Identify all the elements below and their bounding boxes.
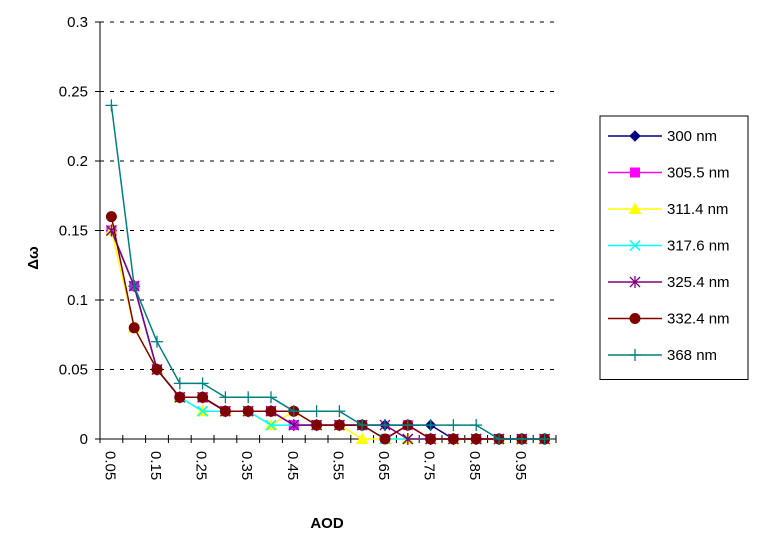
data-point — [447, 419, 460, 432]
legend-box — [599, 115, 749, 380]
x-tick-label: 0.45 — [284, 451, 301, 480]
x-tick-label: 0.05 — [101, 451, 118, 480]
x-tick-label: 0.65 — [375, 451, 392, 480]
series-line — [110, 230, 545, 440]
axes — [95, 21, 557, 443]
series-line — [110, 230, 545, 440]
y-tick-label: 0.2 — [67, 153, 88, 170]
data-point — [196, 377, 209, 390]
series-332-4-nm — [105, 211, 551, 445]
data-point — [424, 419, 437, 432]
series-368-nm — [105, 99, 551, 445]
data-point — [242, 391, 255, 404]
x-tick-label: 0.35 — [238, 451, 255, 480]
legend-label: 311.4 nm — [667, 201, 728, 218]
legend-label: 368 nm — [667, 347, 717, 364]
data-point — [128, 322, 140, 334]
data-point — [333, 419, 345, 431]
data-point — [288, 419, 300, 432]
x-tick-label: 0.95 — [512, 451, 529, 480]
x-tick-label: 0.75 — [421, 451, 438, 480]
data-point — [173, 377, 186, 390]
series-line — [110, 230, 545, 440]
data-point — [470, 419, 483, 432]
x-tick-label: 0.15 — [147, 451, 164, 480]
data-point — [630, 167, 640, 178]
data-point — [629, 349, 641, 361]
legend-label: 300 nm — [667, 128, 717, 145]
data-point — [401, 419, 414, 432]
data-point — [287, 405, 300, 418]
y-tick-label: 0 — [80, 431, 88, 448]
data-point — [333, 405, 346, 418]
data-point — [538, 433, 551, 445]
data-point — [402, 433, 414, 445]
y-tick-label: 0.3 — [67, 14, 88, 31]
data-point — [151, 364, 163, 375]
data-point — [219, 405, 231, 417]
legend-item: 325.4 nm — [608, 274, 730, 291]
data-point — [265, 391, 277, 404]
legend-label: 317.6 nm — [667, 238, 730, 255]
y-tick-label: 0.1 — [67, 292, 88, 309]
legend-label: 332.4 nm — [667, 311, 730, 328]
series-line — [110, 230, 545, 440]
data-point — [151, 335, 163, 348]
data-point — [197, 405, 209, 417]
y-tick-label: 0.15 — [59, 223, 88, 240]
data-point — [628, 202, 642, 214]
data-point — [493, 433, 505, 445]
legend-item: 332.4 nm — [608, 311, 730, 328]
data-point — [310, 405, 323, 418]
data-point — [265, 419, 277, 431]
data-point — [197, 391, 209, 403]
x-tick-label: 0.25 — [193, 451, 210, 480]
x-axis-title: AOD — [310, 515, 344, 532]
x-tick-label: 0.55 — [329, 451, 346, 480]
y-axis-title: Δω — [25, 246, 42, 270]
data-point — [379, 433, 391, 445]
data-point — [174, 391, 186, 403]
data-point — [470, 433, 482, 445]
y-tick-labels: 0 0.05 0.1 0.15 0.2 0.25 0.3 — [59, 14, 88, 448]
series-line — [110, 105, 545, 440]
legend-label: 305.5 nm — [667, 165, 730, 182]
gridlines — [100, 21, 556, 370]
data-point — [311, 419, 323, 431]
data-point — [242, 405, 254, 417]
data-point — [265, 405, 277, 417]
legend-item: 317.6 nm — [608, 238, 730, 255]
data-point — [128, 280, 141, 293]
series — [105, 99, 551, 445]
legend: 300 nm 305.5 nm 311.4 nm 317.6 nm 325.4 nm 33… — [599, 115, 749, 380]
data-point — [219, 391, 232, 404]
data-point — [355, 432, 369, 444]
data-point — [379, 419, 391, 432]
series-line — [110, 216, 545, 440]
data-point — [105, 211, 117, 223]
y-tick-label: 0.05 — [59, 362, 88, 379]
x-tick-labels: 0.05 0.15 0.25 0.35 0.45 0.55 0.65 0.75 0.85 0.95 — [101, 451, 528, 480]
series-line — [110, 230, 545, 440]
x-tick-label: 0.85 — [466, 451, 483, 480]
data-point — [629, 130, 641, 142]
data-point — [515, 433, 528, 445]
legend-item: 368 nm — [608, 347, 717, 364]
data-point — [447, 433, 459, 445]
data-point — [425, 433, 437, 445]
data-point — [629, 313, 641, 324]
data-point — [356, 419, 369, 432]
data-point — [105, 99, 118, 112]
y-tick-label: 0.25 — [59, 84, 88, 101]
data-point — [629, 239, 641, 252]
legend-item: 305.5 nm — [608, 165, 730, 182]
legend-label: 325.4 nm — [667, 274, 730, 291]
legend-item: 311.4 nm — [608, 201, 728, 218]
legend-item: 300 nm — [608, 128, 717, 145]
data-point — [629, 276, 641, 288]
